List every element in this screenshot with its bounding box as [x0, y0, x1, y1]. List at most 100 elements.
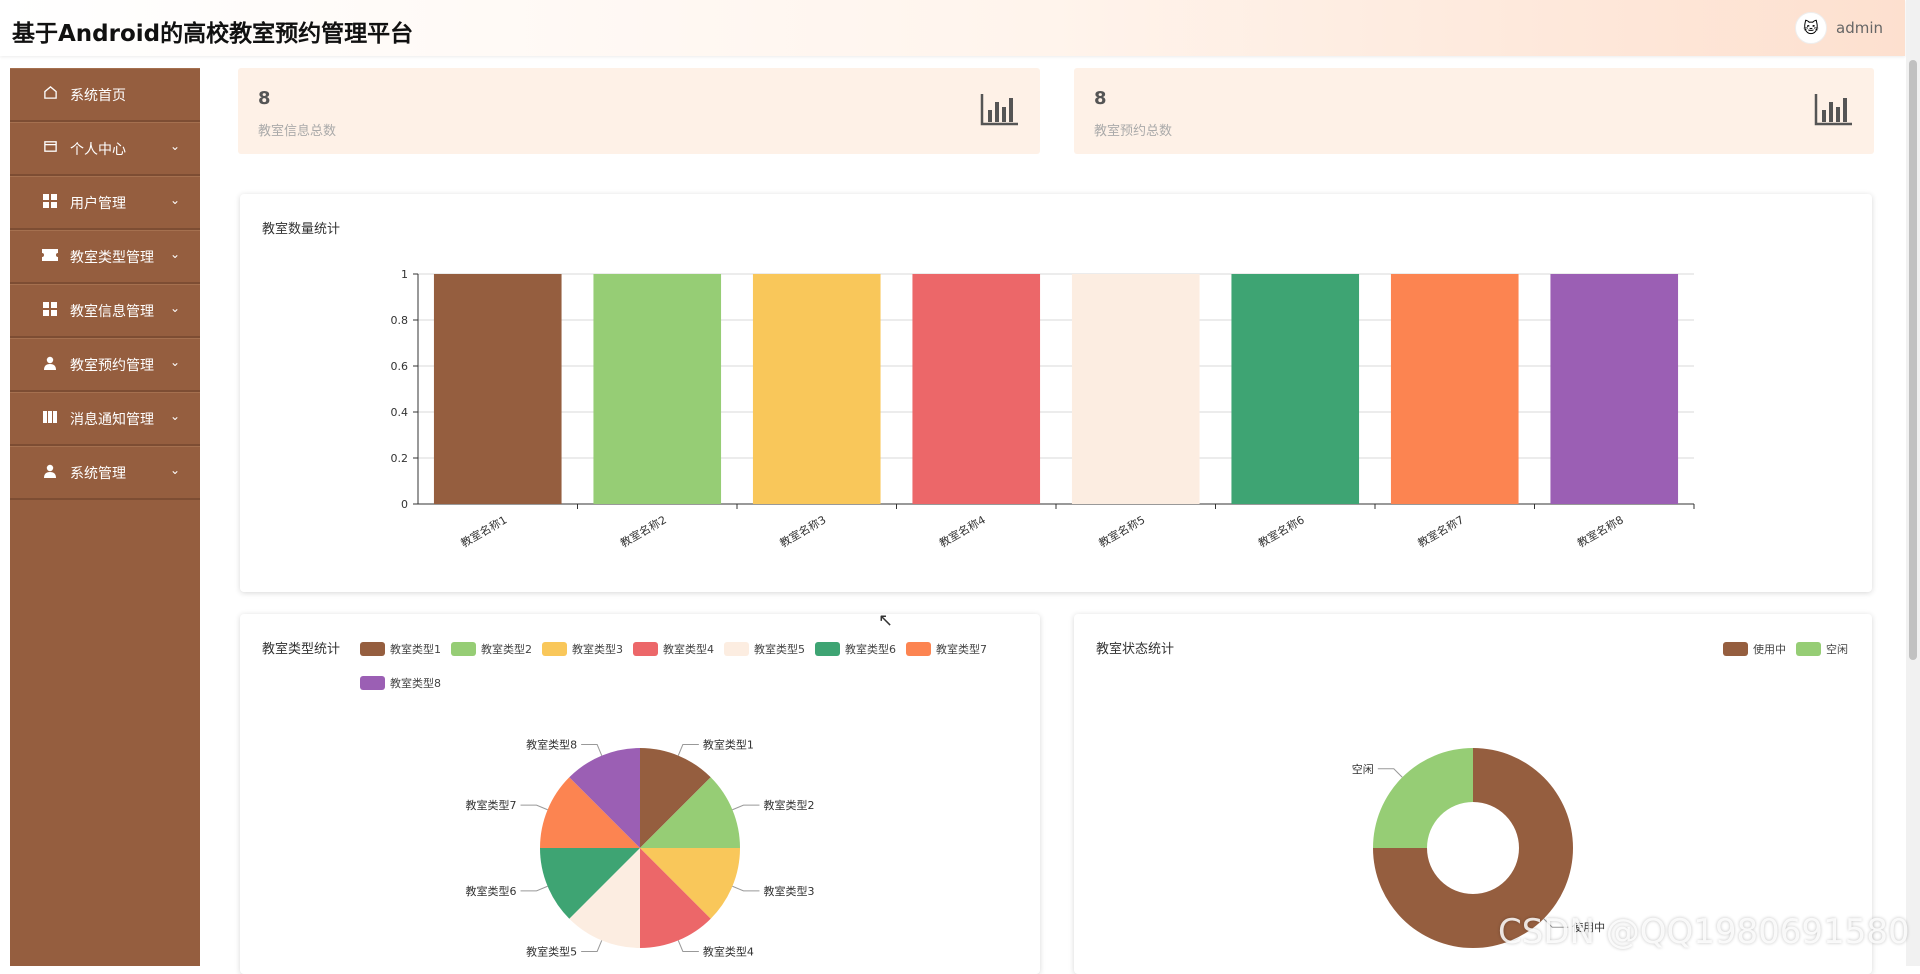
legend-swatch [360, 642, 385, 656]
chevron-down-icon: ⌄ [169, 463, 180, 477]
sidebar: 系统首页 个人中心 ⌄ 用户管理 ⌄ 教室类型管理 ⌄ 教室信息管理 ⌄ 教室预… [10, 68, 200, 966]
label-line [732, 885, 760, 892]
legend-item[interactable]: 教室类型2 [451, 632, 532, 666]
legend-label: 教室类型3 [572, 643, 623, 656]
x-tick-label: 教室名称3 [777, 512, 828, 550]
chevron-down-icon: ⌄ [169, 247, 180, 261]
legend-item[interactable]: 教室类型7 [906, 632, 987, 666]
y-tick-label: 0 [401, 498, 408, 511]
legend-swatch [1796, 642, 1821, 656]
label-line [520, 804, 548, 811]
x-tick-label: 教室名称1 [458, 512, 509, 550]
slice-label: 教室类型2 [763, 798, 814, 812]
legend-item[interactable]: 教室类型3 [542, 632, 623, 666]
y-tick-label: 0.8 [391, 314, 409, 327]
legend-item[interactable]: 使用中 [1723, 632, 1786, 666]
bar [433, 274, 562, 504]
sidebar-item-classroom-type-management[interactable]: 教室类型管理 ⌄ [10, 230, 200, 284]
legend-item[interactable]: 教室类型5 [724, 632, 805, 666]
label-line [677, 744, 699, 756]
bar [593, 274, 722, 504]
slice-label: 教室类型6 [466, 884, 517, 898]
legend-label: 使用中 [1753, 643, 1786, 656]
stat-card-reservation: 8 教室预约总数 [1074, 68, 1874, 154]
label-line [677, 940, 699, 952]
user-icon [42, 464, 58, 482]
grid-icon [42, 193, 58, 212]
sidebar-item-system-management[interactable]: 系统管理 ⌄ [10, 446, 200, 500]
chevron-down-icon: ⌄ [169, 301, 180, 315]
stat-value: 8 [1094, 88, 1107, 109]
legend-label: 教室类型6 [845, 643, 896, 656]
bar [1071, 274, 1200, 504]
user-menu[interactable]: 🐱 admin [1795, 12, 1883, 44]
x-tick-label: 教室名称2 [618, 512, 669, 550]
ticket-icon [42, 248, 58, 265]
bar [752, 274, 881, 504]
sidebar-item-user-management[interactable]: 用户管理 ⌄ [10, 176, 200, 230]
avatar[interactable]: 🐱 [1795, 12, 1827, 44]
page-scrollbar[interactable] [1906, 0, 1920, 966]
sidebar-item-classroom-info-management[interactable]: 教室信息管理 ⌄ [10, 284, 200, 338]
legend-item[interactable]: 空闲 [1796, 632, 1848, 666]
y-tick-label: 0.2 [391, 452, 409, 465]
sidebar-item-label: 个人中心 [70, 141, 126, 158]
pie-slice [1373, 748, 1573, 948]
x-tick-label: 教室名称8 [1575, 512, 1626, 550]
sidebar-item-reservation-management[interactable]: 教室预约管理 ⌄ [10, 338, 200, 392]
legend-label: 教室类型1 [390, 643, 441, 656]
sidebar-item-notification-management[interactable]: 消息通知管理 ⌄ [10, 392, 200, 446]
stat-card-classroom-info: 8 教室信息总数 [238, 68, 1040, 154]
bar-chart-icon [1814, 92, 1854, 130]
stat-label: 教室预约总数 [1094, 124, 1173, 139]
legend-item[interactable]: 教室类型4 [633, 632, 714, 666]
pie-slice [540, 777, 640, 848]
label-line [732, 804, 760, 811]
bar-chart-panel: 教室数量统计 0 0.2 0.4 0.6 0.8 1 教室名称1 教室名称2 教室名称3 教室名称… [240, 194, 1872, 592]
sidebar-item-label: 消息通知管理 [70, 411, 154, 428]
slice-label: 教室类型7 [466, 798, 517, 812]
legend-swatch [451, 642, 476, 656]
mouse-cursor-icon: ↖ [878, 610, 894, 631]
chevron-down-icon: ⌄ [169, 193, 180, 207]
legend-swatch [815, 642, 840, 656]
x-tick-label: 教室名称7 [1415, 512, 1466, 550]
wallet-icon [42, 139, 58, 158]
grid-icon [42, 301, 58, 320]
pie-slice [640, 748, 711, 848]
bar-chart-icon [980, 92, 1020, 130]
legend-label: 教室类型5 [754, 643, 805, 656]
slice-label: 教室类型8 [526, 738, 577, 752]
panel-title: 教室状态统计 [1096, 642, 1175, 657]
legend-swatch [906, 642, 931, 656]
slice-label: 教室类型5 [526, 944, 577, 958]
legend-item[interactable]: 教室类型1 [360, 632, 441, 666]
legend-swatch [1723, 642, 1748, 656]
panel-title: 教室类型统计 [262, 642, 341, 657]
bar [912, 274, 1041, 504]
y-tick-label: 0.6 [391, 360, 409, 373]
pie-slice [569, 848, 640, 948]
chevron-down-icon: ⌄ [169, 409, 180, 423]
user-name[interactable]: admin [1836, 19, 1883, 37]
sidebar-item-personal-center[interactable]: 个人中心 ⌄ [10, 122, 200, 176]
scrollbar-thumb[interactable] [1909, 60, 1917, 660]
sidebar-item-home[interactable]: 系统首页 [10, 68, 200, 122]
slice-label: 教室类型1 [703, 738, 754, 752]
x-tick-label: 教室名称5 [1096, 512, 1147, 550]
pie-slice [640, 848, 740, 919]
legend-swatch [633, 642, 658, 656]
legend-item[interactable]: 教室类型6 [815, 632, 896, 666]
legend-item[interactable]: 教室类型8 [360, 666, 441, 700]
donut-chart: 使用中 空闲 [1352, 748, 1605, 948]
sidebar-item-label: 教室类型管理 [70, 249, 154, 266]
pie-slice [640, 777, 740, 848]
donut-legend: 使用中 空闲 [1723, 632, 1858, 666]
bar [1550, 274, 1679, 504]
user-icon [42, 356, 58, 374]
pie-slice [540, 848, 640, 919]
bar [1390, 274, 1519, 504]
cartoon-avatar-icon: 🐱 [1803, 19, 1819, 37]
pie-legend: 教室类型1 教室类型2 教室类型3 教室类型4 教室类型5 教室类型6 教室类型7 教室类型8 [360, 632, 1030, 700]
label-line [581, 744, 603, 756]
